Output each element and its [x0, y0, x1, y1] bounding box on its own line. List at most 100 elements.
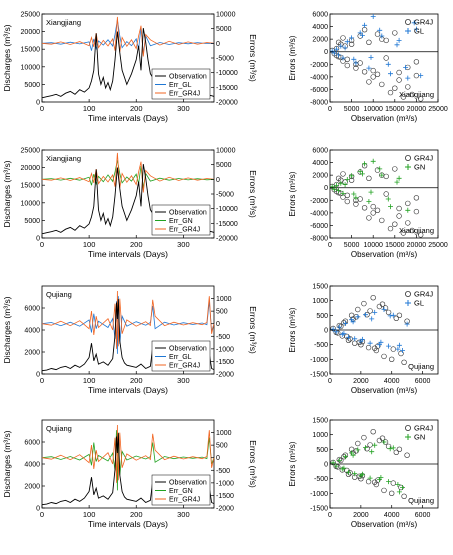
scatter3-point-GN [377, 166, 383, 172]
scatter7-point-GN [350, 452, 356, 458]
scatter3-point-GN [342, 182, 348, 188]
scatter1-point-GL [379, 33, 385, 39]
line2-ytick-right-label: -10000 [216, 206, 238, 213]
scatter7-basin-label: Qujiang [408, 496, 434, 505]
scatter5-point-GL [341, 331, 347, 336]
scatter5-point-GL [346, 334, 351, 340]
scatter3-point-GR4J [396, 205, 402, 212]
scatter3-point-GR4J [340, 171, 346, 177]
line2-ytick-right-label: 5000 [216, 162, 232, 169]
line4-ytick-right-label: -500 [216, 334, 230, 341]
scatter3-point-GR4J [392, 166, 398, 172]
scatter5-xtick-label: 2000 [353, 378, 369, 385]
line2-ytick-right-label: 0 [216, 177, 220, 184]
scatter1-point-GR4J [396, 77, 402, 83]
scatter3-legend-label: GN [414, 163, 425, 172]
scatter3-point-GR4J [405, 200, 411, 207]
scatter7-point-GN [390, 445, 396, 451]
scatter5-x-axis-label: Observation (m³/s) [351, 386, 418, 395]
line4-xtick-label: 100 [83, 376, 96, 385]
scatter5-point-GR4J [401, 359, 407, 365]
scatter3-point-GR4J [370, 210, 376, 216]
scatter5-point-GL [400, 348, 405, 353]
scatter1-point-GR4J [409, 91, 415, 98]
line0-ytick-left-label: 15000 [21, 47, 41, 54]
scatter1-point-GL [368, 54, 374, 60]
scatter3-legend-label: GR4J [414, 154, 433, 163]
scatter1-point-GR4J [344, 62, 350, 69]
line0-ytick-left-label: 25000 [21, 12, 41, 19]
line2-ytick-right-label: -15000 [216, 221, 238, 228]
scatter7-point-GN [346, 469, 351, 475]
scatter7-legend-label: GN [414, 433, 425, 442]
scatter1-xtick-label: 0 [328, 106, 332, 113]
line2-x-axis-label: Time intervals (Days) [88, 249, 168, 259]
scatter1-xtick-label: 5000 [344, 106, 360, 113]
line6-xtick-label: 100 [83, 510, 96, 519]
line0-ytick-right-label: -5000 [216, 56, 234, 63]
scatter1-xtick-label: 15000 [385, 106, 405, 113]
scatter3-point-GN [340, 190, 346, 196]
scatter3-point-GN [349, 173, 355, 179]
scatter5-xtick-label: 4000 [384, 378, 400, 385]
line6-ytick-right-label: 1000 [216, 430, 232, 437]
scatter7-legend-label: GR4J [414, 424, 433, 433]
scatter7-point-GR4J [396, 446, 403, 452]
line6-y-axis-label-right: Errors (m³/s) [248, 440, 258, 488]
scatter7-point-GN [396, 489, 402, 495]
scatter3-point-GN [385, 196, 391, 202]
scatter7-legend-swatch [404, 424, 411, 431]
scatter7-point-GN [336, 458, 342, 463]
scatter7-xtick-label: 4000 [384, 512, 400, 519]
scatter7-ytick-label: -1500 [310, 506, 328, 513]
scatter1-point-GL [344, 39, 350, 45]
scatter1-ytick-label: 4000 [312, 24, 328, 31]
scatter7-xtick-label: 0 [328, 512, 332, 519]
scatter1-point-GR4J [418, 96, 424, 102]
scatter5-point-GL [386, 343, 392, 349]
scatter3-ytick-label: 0 [324, 185, 328, 192]
scatter5-point-GR4J [367, 308, 373, 314]
scatter5-ytick-label: -1000 [310, 357, 328, 364]
scatter1-point-GR4J [392, 30, 398, 36]
scatter7-ytick-label: -1000 [310, 491, 328, 498]
scatter7-point-GR4J [389, 490, 395, 496]
scatter1-ytick-label: -2000 [310, 62, 328, 69]
scatter5-point-GR4J [344, 333, 350, 340]
line6-legend-label: Err_GR4J [169, 497, 200, 504]
line6-xtick-label: 300 [177, 510, 190, 519]
scatter5-point-GL [372, 309, 378, 315]
scatter3-xtick-label: 20000 [407, 242, 427, 249]
scatter5-ytick-label: 0 [324, 328, 328, 335]
scatter3-point-GR4J [413, 208, 420, 215]
scatter3-xtick-label: 5000 [344, 242, 360, 249]
line0-legend-label: Err_GR4J [169, 91, 200, 98]
scatter3-point-GR4J [413, 195, 420, 201]
scatter7-point-GN [386, 479, 392, 485]
scatter7-xtick-label: 6000 [415, 512, 431, 519]
line0-xtick-label: 300 [177, 104, 190, 113]
scatter5-point-GL [336, 324, 342, 330]
line0-basin-label: Xiangjiang [46, 18, 81, 27]
line2-ytick-left-label: 10000 [21, 200, 41, 207]
scatter7-point-GN [342, 454, 348, 460]
scatter1-ytick-label: -4000 [310, 74, 328, 81]
scatter5-point-GR4J [355, 306, 361, 313]
scatter3-point-GN [351, 191, 357, 197]
scatter1-point-GL [413, 26, 419, 32]
scatter1-point-GL [370, 14, 376, 19]
scatter5-point-GR4J [379, 301, 386, 307]
scatter3-point-GN [370, 158, 376, 164]
line2-ytick-left-label: 15000 [21, 183, 41, 190]
line4-ytick-left-label: 2000 [24, 350, 40, 357]
line6-ytick-left-label: 0 [36, 506, 40, 513]
scatter7-ytick-label: 1500 [312, 418, 328, 425]
scatter3-point-GN [359, 171, 365, 177]
scatter7-ytick-label: -500 [314, 476, 328, 483]
scatter3-point-GN [353, 195, 359, 201]
scatter1-point-GR4J [405, 84, 411, 90]
line4-series-GR4J [41, 290, 215, 349]
scatter1-point-GR4J [370, 67, 376, 74]
line6-ytick-right-label: -2000 [216, 506, 234, 513]
line4-ytick-left-label: 4000 [24, 328, 40, 335]
